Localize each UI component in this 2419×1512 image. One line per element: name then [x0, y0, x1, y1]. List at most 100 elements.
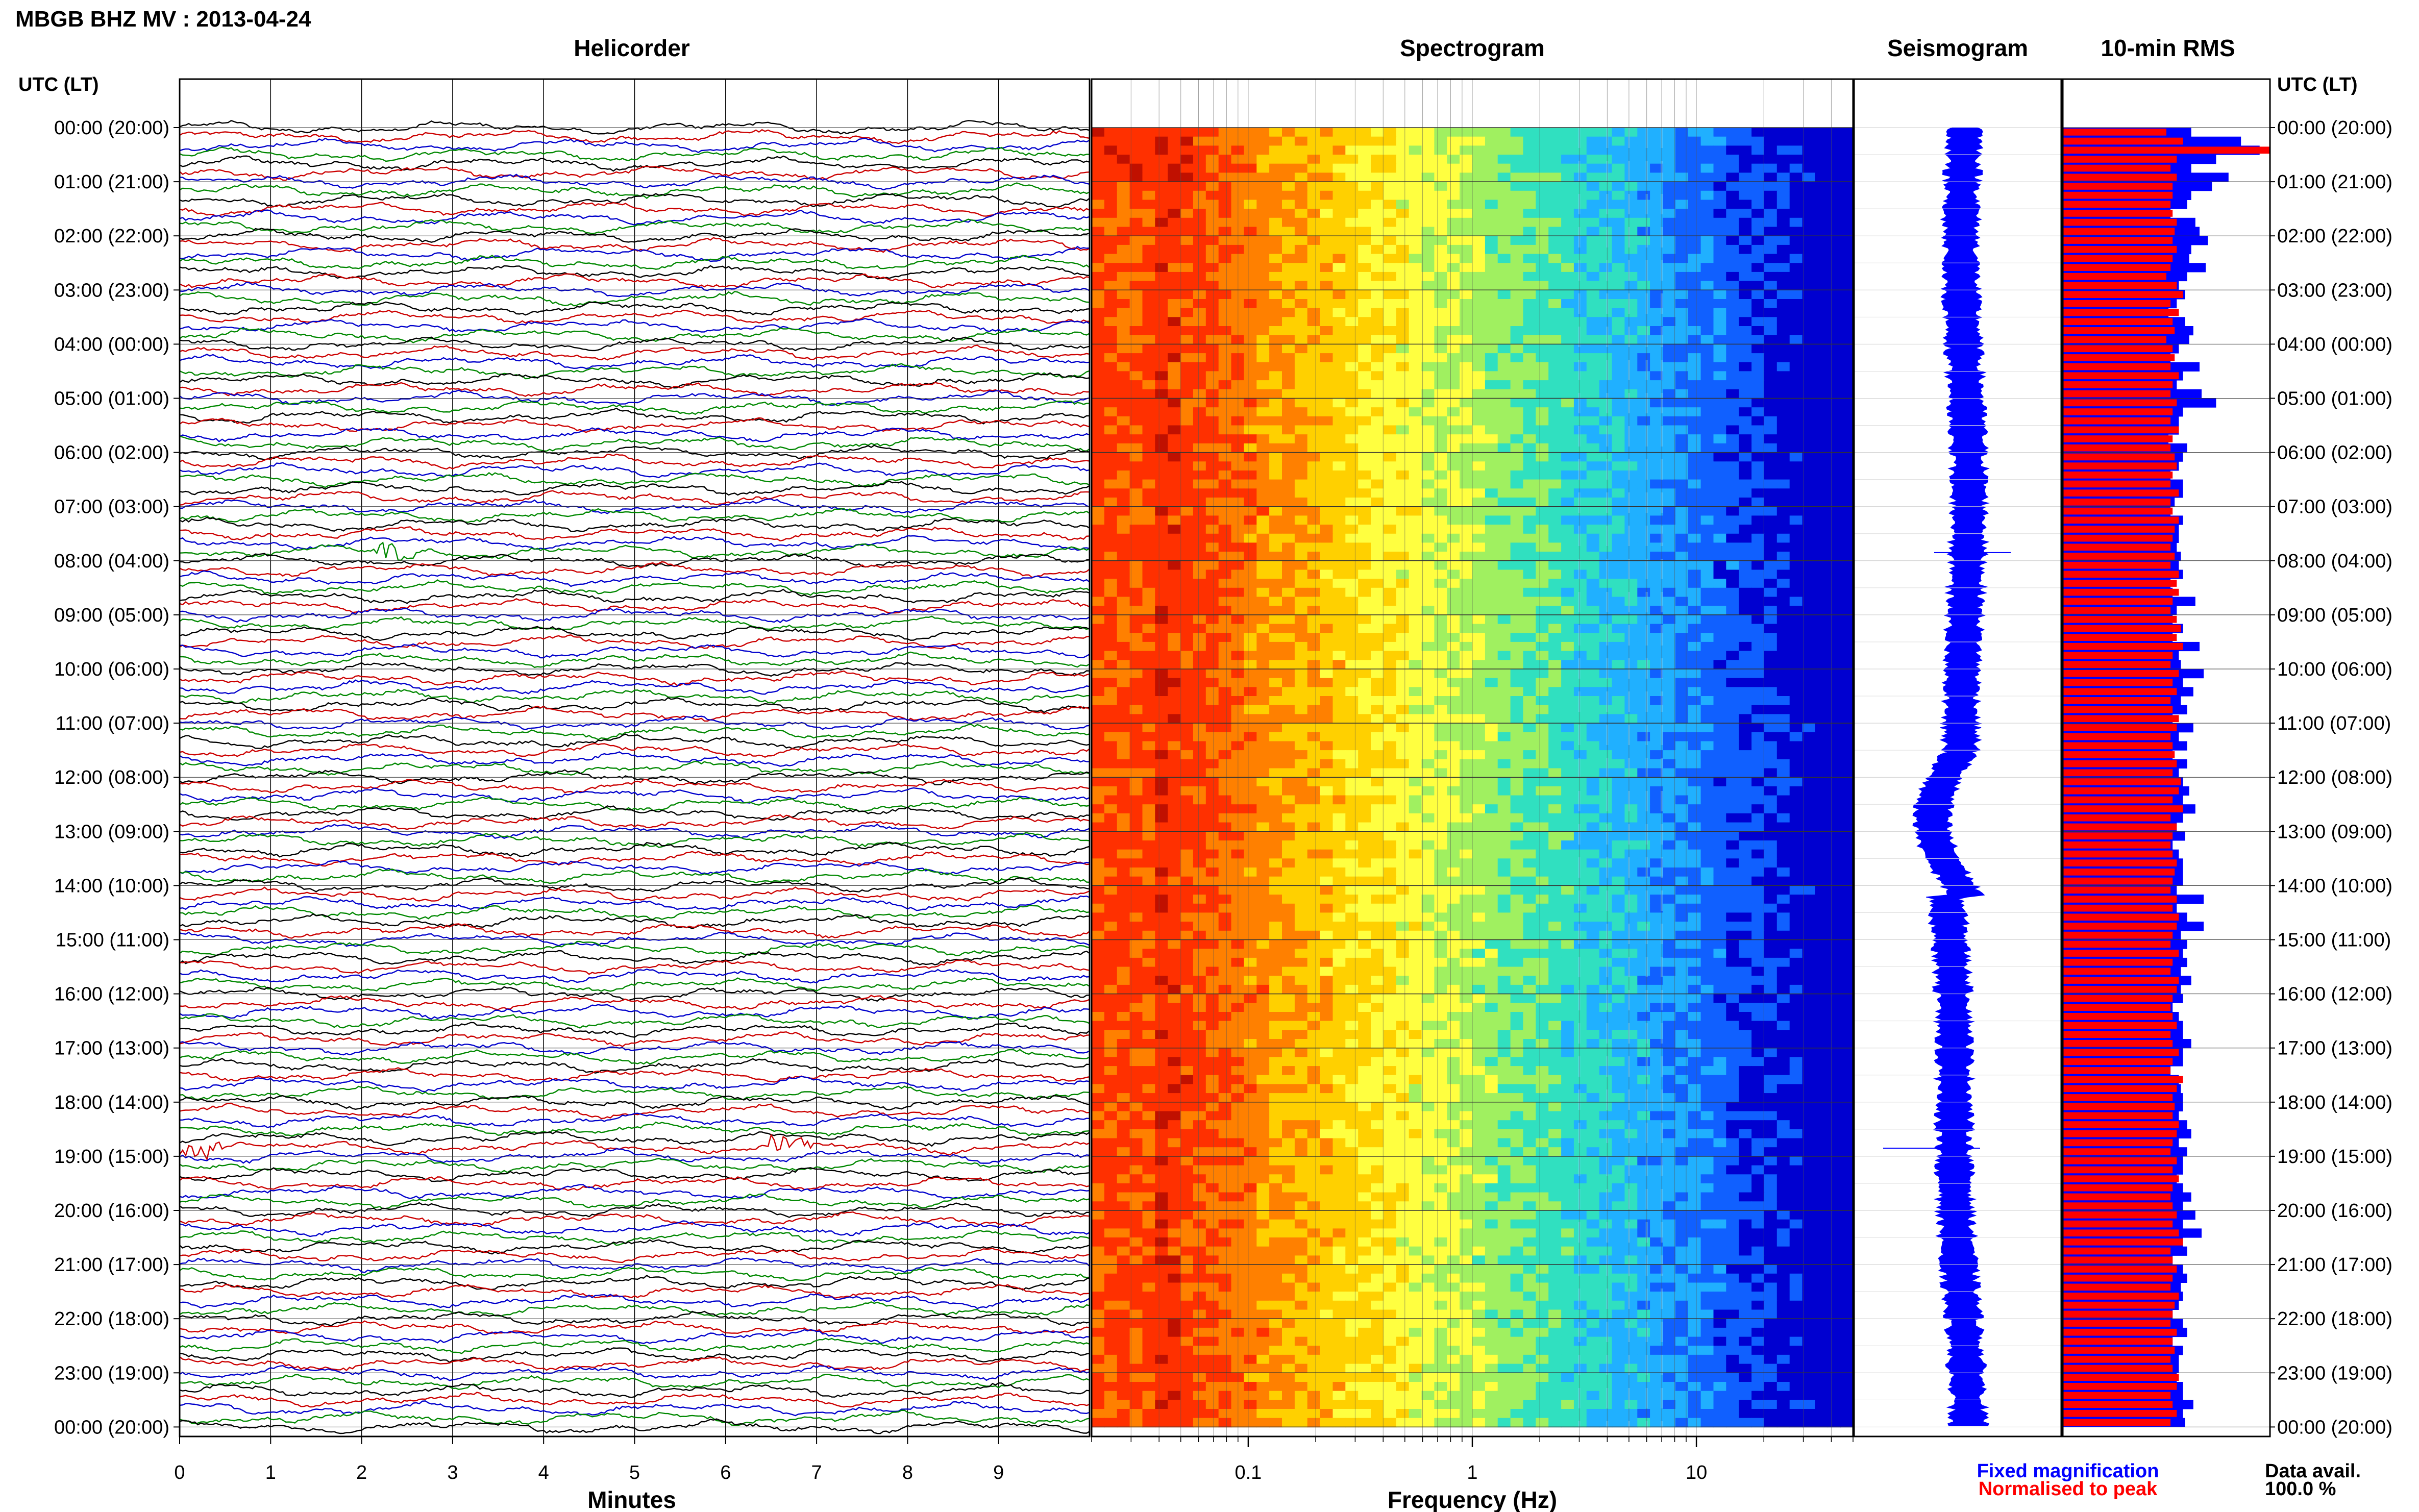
spectrogram-cell [1789, 587, 1803, 598]
spectrogram-cell [1421, 281, 1435, 291]
spectrogram-cell [1751, 678, 1765, 688]
spectrogram-cell [1624, 750, 1638, 760]
spectrogram-cell [1155, 542, 1168, 552]
spectrogram-cell [1586, 831, 1600, 841]
spectrogram-cell [1129, 651, 1143, 661]
spectrogram-cell [1523, 217, 1537, 228]
spectrogram-cell [1789, 849, 1803, 859]
spectrogram-cell [1396, 128, 1410, 137]
spectrogram-cell [1561, 254, 1574, 264]
spectrogram-cell [1155, 244, 1168, 255]
spectrogram-cell [1776, 732, 1790, 742]
spectrogram-cell [1409, 579, 1422, 588]
spectrogram-cell [1739, 515, 1752, 525]
spectrogram-cell [1117, 244, 1130, 255]
spectrogram-cell [1637, 795, 1650, 805]
spectrogram-cell [1358, 389, 1371, 399]
spectrogram-cell [1358, 498, 1371, 507]
spectrogram-cell [1612, 714, 1625, 724]
spectrogram-cell [1269, 236, 1282, 245]
spectrogram-cell [1751, 380, 1765, 390]
spectrogram-cell [1497, 308, 1511, 318]
spectrogram-cell [1434, 768, 1448, 778]
spectrogram-cell [1523, 281, 1537, 291]
spectrogram-cell [1460, 362, 1473, 372]
spectrogram-cell [1624, 163, 1638, 173]
spectrogram-cell [1282, 281, 1295, 291]
spectrogram-cell [1472, 281, 1486, 291]
spectrogram-cell [1409, 804, 1422, 814]
spectrogram-cell [1294, 560, 1308, 571]
spectrogram-cell [1700, 831, 1714, 841]
spectrogram-cell [1244, 732, 1257, 742]
spectrogram-cell [1573, 443, 1587, 453]
spectrogram-cell [1776, 552, 1790, 561]
spectrogram-cell [1624, 687, 1638, 697]
spectrogram-cell [1523, 353, 1537, 363]
spectrogram-cell [1168, 389, 1181, 399]
spectrogram-cell [1764, 678, 1778, 688]
spectrogram-cell [1802, 849, 1816, 859]
spectrogram-cell [1713, 317, 1727, 327]
spectrogram-cell [1218, 506, 1232, 516]
spectrogram-cell [1447, 579, 1460, 588]
spectrogram-cell [1282, 614, 1295, 625]
spectrogram-cell [1751, 660, 1765, 670]
spectrogram-cell [1117, 425, 1130, 435]
spectrogram-cell [1663, 299, 1676, 309]
spectrogram-cell [1294, 597, 1308, 606]
spectrogram-cell [1345, 560, 1359, 571]
spectrogram-cell [1371, 128, 1384, 137]
spectrogram-cell [1510, 326, 1524, 336]
spectrogram-cell [1244, 461, 1257, 471]
spectrogram-cell [1688, 579, 1701, 588]
spectrogram-cell [1840, 217, 1853, 228]
spectrogram-cell [1168, 479, 1181, 489]
spectrogram-cell [1320, 200, 1334, 209]
spectrogram-cell [1434, 461, 1448, 471]
spectrogram-cell [1218, 380, 1232, 390]
spectrogram-cell [1409, 163, 1422, 173]
spectrogram-cell [1434, 515, 1448, 525]
spectrogram-cell [1586, 705, 1600, 715]
spectrogram-cell [1218, 597, 1232, 606]
spectrogram-cell [1789, 407, 1803, 417]
spectrogram-cell [1180, 145, 1194, 155]
spectrogram-cell [1536, 488, 1549, 498]
spectrogram-cell [1700, 443, 1714, 453]
spectrogram-cell [1155, 741, 1168, 751]
spectrogram-cell [1776, 579, 1790, 588]
spectrogram-cell [1828, 614, 1841, 625]
spectrogram-cell [1548, 209, 1562, 218]
spectrogram-cell [1675, 326, 1689, 336]
spectrogram-cell [1586, 488, 1600, 498]
spectrogram-cell [1205, 416, 1219, 426]
spectrogram-cell [1688, 145, 1701, 155]
spectrogram-cell [1421, 335, 1435, 345]
spectrogram-cell [1815, 217, 1829, 228]
spectrogram-cell [1713, 470, 1727, 480]
spectrogram-cell [1371, 587, 1384, 598]
spectrogram-cell [1599, 271, 1613, 282]
spectrogram-cell [1282, 182, 1295, 191]
spectrogram-cell [1840, 155, 1853, 164]
spectrogram-cell [1320, 425, 1334, 435]
spectrogram-cell [1168, 804, 1181, 814]
spectrogram-cell [1142, 136, 1156, 146]
spectrogram-cell [1802, 723, 1816, 733]
spectrogram-cell [1155, 867, 1168, 877]
spectrogram-cell [1155, 145, 1168, 155]
spectrogram-cell [1155, 759, 1168, 769]
spectrogram-cell [1510, 263, 1524, 272]
spectrogram-cell [1510, 443, 1524, 453]
spectrogram-cell [1092, 452, 1105, 462]
spectrogram-cell [1244, 362, 1257, 372]
spectrogram-cell [1497, 128, 1511, 137]
spectrogram-cell [1320, 669, 1334, 679]
spectrogram-cell [1624, 813, 1638, 823]
spectrogram-cell [1129, 533, 1143, 543]
spectrogram-cell [1460, 723, 1473, 733]
spectrogram-cell [1700, 217, 1714, 228]
spectrogram-cell [1637, 732, 1650, 742]
spectrogram-cell [1371, 525, 1384, 534]
